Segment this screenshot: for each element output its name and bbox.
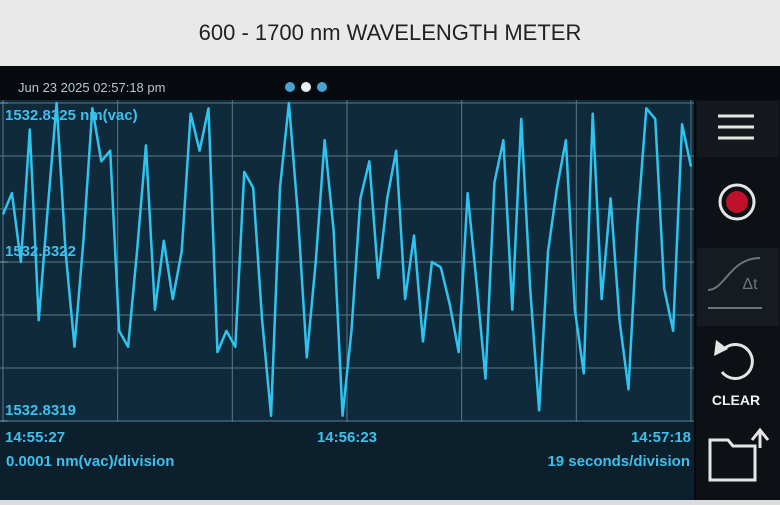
date-time: Jun 23 2025 02:57:18 pm [18, 80, 165, 95]
delta-t-button[interactable]: Δt [697, 248, 779, 326]
icon [718, 183, 756, 221]
y-tick-label: 1532.8322 [5, 243, 76, 260]
menu-button[interactable] [697, 101, 779, 157]
clear-button[interactable]: CLEAR [712, 340, 760, 408]
icon [714, 340, 728, 356]
y-tick-label: 1532.8325 nm(vac) [5, 107, 138, 124]
x-scale: 19 seconds/division [547, 453, 690, 470]
icon [708, 438, 757, 482]
page-dot[interactable] [301, 82, 311, 92]
trace-line [1, 101, 693, 417]
page-dot[interactable] [285, 82, 295, 92]
y-scale: 0.0001 nm(vac)/division [6, 453, 174, 470]
x-tick-label: 14:56:23 [317, 429, 377, 446]
header-title: 600 - 1700 nm WAVELENGTH METER [0, 0, 780, 66]
icon [707, 257, 761, 291]
delta-t-label: Δt [742, 276, 758, 293]
trace-group [1, 101, 693, 417]
button-bg [697, 248, 779, 326]
plot-footer [0, 422, 694, 500]
screen: Jun 23 2025 02:57:18 pm 1532.8325 nm(vac… [0, 66, 780, 500]
clear-label: CLEAR [712, 392, 760, 408]
folder-button[interactable] [708, 427, 770, 482]
grid [0, 100, 694, 422]
labels: 1532.8325 nm(vac) 1532.8322 1532.8319 14:55… [5, 107, 691, 446]
x-tick-label: 14:55:27 [5, 429, 65, 446]
button-bg [697, 101, 779, 157]
icon [720, 343, 754, 380]
record-button[interactable] [718, 183, 756, 221]
icon [726, 191, 748, 213]
x-tick-label: 14:57:18 [631, 429, 691, 446]
y-tick-label: 1532.8319 [5, 402, 76, 419]
page-dot[interactable] [317, 82, 327, 92]
ui: Jun 23 2025 02:57:18 pm 1532.8325 nm(vac… [0, 66, 780, 500]
icon [750, 427, 770, 448]
